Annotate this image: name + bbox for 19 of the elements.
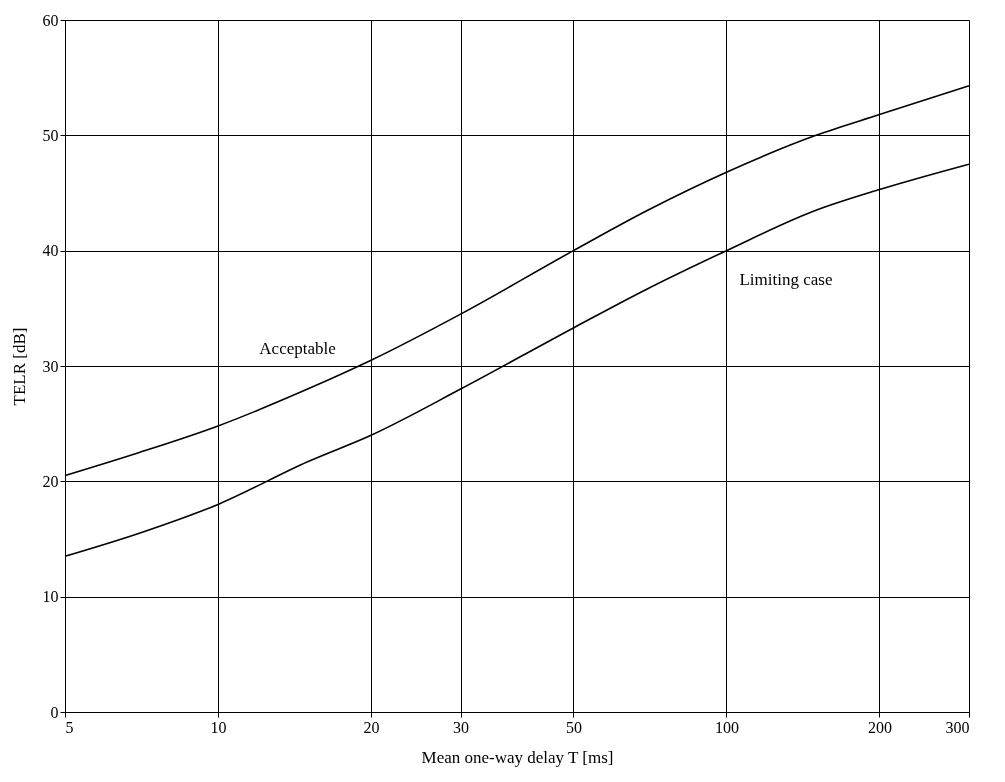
y-tick-label: 10 bbox=[42, 588, 59, 606]
x-tick-label: 300 bbox=[945, 718, 970, 736]
x-tick-label: 30 bbox=[453, 718, 470, 736]
y-tick-label: 0 bbox=[50, 703, 59, 721]
series-label: Acceptable bbox=[259, 339, 336, 359]
y-tick-label: 50 bbox=[42, 126, 59, 144]
x-axis-title: Mean one-way delay T [ms] bbox=[421, 747, 614, 767]
y-tick-label: 40 bbox=[42, 242, 59, 260]
x-tick-label: 5 bbox=[65, 718, 74, 736]
y-axis-title: TELR [dB] bbox=[9, 327, 29, 406]
x-tick-label: 100 bbox=[714, 718, 739, 736]
x-tick-label: 10 bbox=[210, 718, 227, 736]
y-tick-label: 60 bbox=[42, 11, 59, 29]
x-tick-label: 20 bbox=[363, 718, 380, 736]
y-tick-label: 30 bbox=[42, 357, 59, 375]
x-tick-label: 50 bbox=[565, 718, 582, 736]
series-label: Limiting case bbox=[739, 270, 833, 290]
x-tick-label: 200 bbox=[867, 718, 892, 736]
y-tick-label: 20 bbox=[42, 472, 59, 490]
